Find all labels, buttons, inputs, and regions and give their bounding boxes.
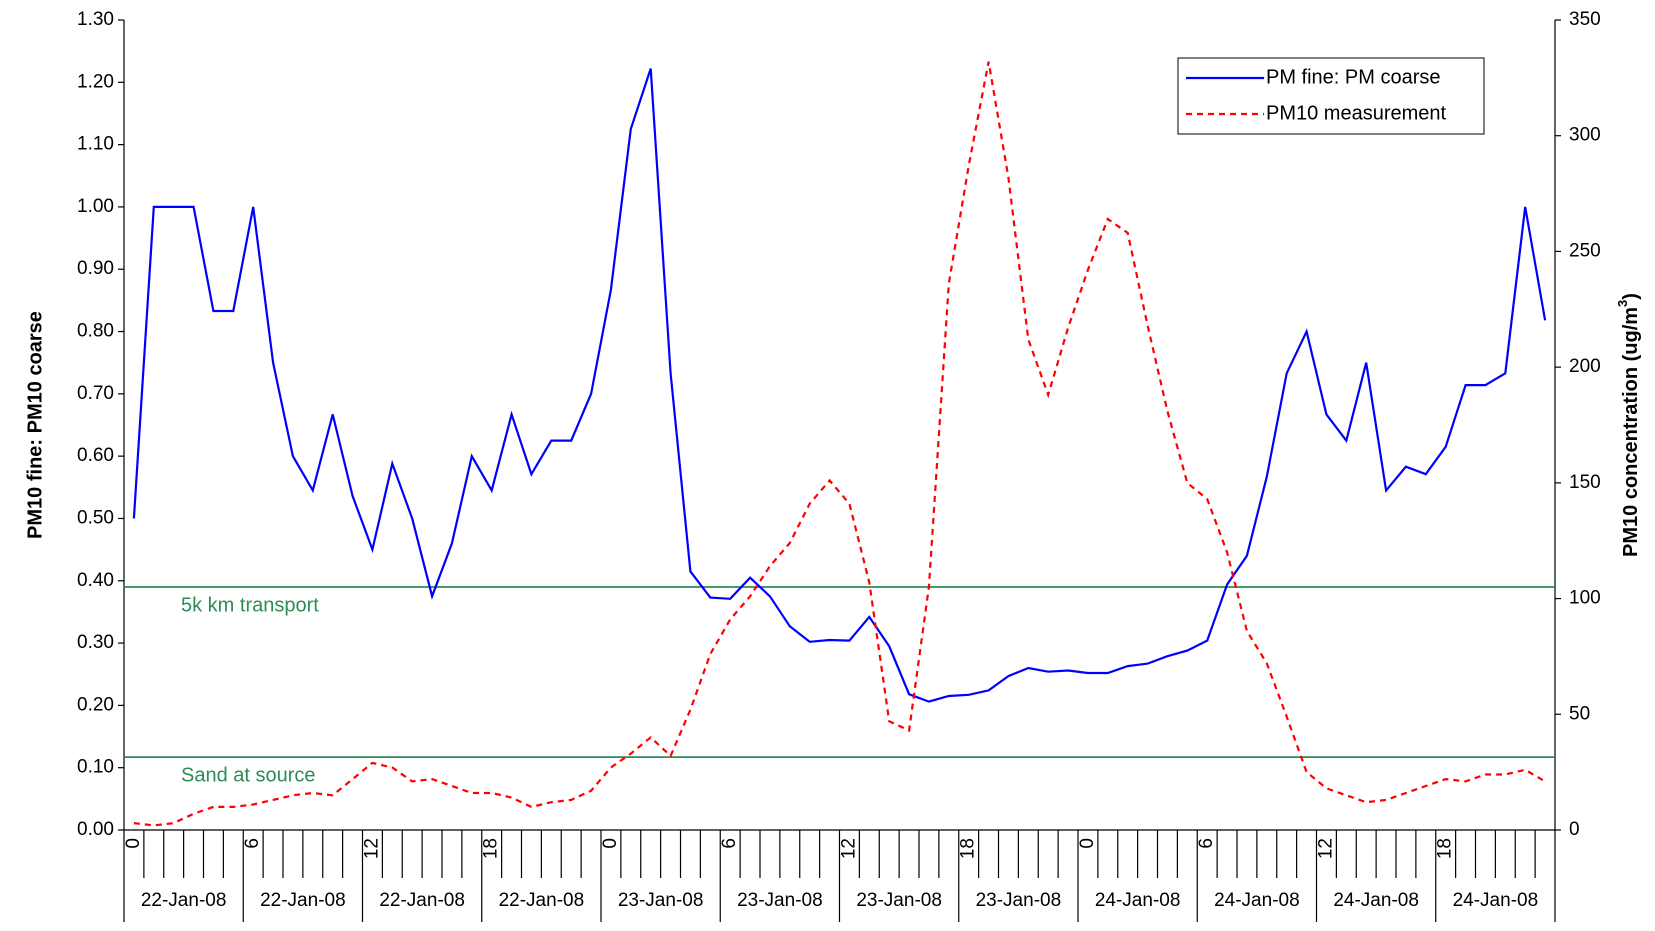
y-tick-label: 0.40 (77, 570, 114, 591)
y-tick-label: 1.30 (77, 9, 114, 30)
y-tick-label: 1.10 (77, 134, 114, 155)
y-tick-label: 0.80 (77, 321, 114, 342)
reference-label: Sand at source (181, 764, 316, 786)
x-group-label: 24-Jan-08 (1214, 890, 1300, 911)
legend-box (1177, 57, 1485, 135)
y2-tick-label: 100 (1569, 588, 1601, 609)
x-tick-label: 6 (242, 838, 263, 849)
y-tick-label: 0.90 (77, 258, 114, 279)
y2-tick-label: 250 (1569, 240, 1601, 261)
y2-label-sup: 3 (1615, 300, 1630, 307)
y2-tick-label: 350 (1569, 9, 1601, 30)
series-line (132, 68, 1547, 703)
y2-tick-label: 150 (1569, 472, 1601, 493)
y-axis-label: PM10 fine: PM10 coarse (24, 311, 46, 539)
x-group-label: 23-Jan-08 (737, 890, 823, 911)
reference-label: 5k km transport (181, 594, 319, 616)
y-tick-label: 0.50 (77, 507, 114, 528)
y-tick-label: 0.20 (77, 694, 114, 715)
x-group-label: 23-Jan-08 (618, 890, 704, 911)
x-group-label: 24-Jan-08 (1453, 890, 1539, 911)
y-tick-label: 0.00 (77, 819, 114, 840)
y-tick-label: 1.00 (77, 196, 114, 217)
x-tick-label: 6 (719, 838, 740, 849)
y2-label-text: PM10 concentration (ug/m (1620, 307, 1642, 557)
x-tick-label: 0 (600, 838, 621, 849)
y-tick-label: 0.30 (77, 632, 114, 653)
x-tick-label: 12 (838, 838, 859, 859)
x-group-label: 22-Jan-08 (379, 890, 465, 911)
y2-tick-label: 200 (1569, 356, 1601, 377)
x-group-label: 24-Jan-08 (1095, 890, 1181, 911)
series-line (133, 61, 1546, 827)
x-group-label: 23-Jan-08 (856, 890, 942, 911)
x-tick-label: 18 (1435, 838, 1456, 859)
x-tick-label: 12 (361, 838, 382, 859)
y2-tick-label: 300 (1569, 125, 1601, 146)
legend-label: PM10 measurement (1266, 102, 1447, 124)
y2-axis-label: PM10 concentration (ug/m3) (1615, 293, 1642, 557)
y-tick-label: 0.70 (77, 383, 114, 404)
y2-tick-label: 50 (1569, 703, 1590, 724)
x-group-label: 23-Jan-08 (976, 890, 1062, 911)
y-tick-label: 0.10 (77, 757, 114, 778)
x-group-label: 22-Jan-08 (141, 890, 227, 911)
x-tick-label: 18 (958, 838, 979, 859)
x-tick-label: 18 (481, 838, 502, 859)
legend-label: PM fine: PM coarse (1266, 66, 1441, 88)
y-tick-label: 1.20 (77, 71, 114, 92)
x-tick-label: 0 (123, 838, 144, 849)
x-tick-label: 6 (1196, 838, 1217, 849)
x-group-label: 22-Jan-08 (260, 890, 346, 911)
x-tick-label: 12 (1315, 838, 1336, 859)
x-tick-label: 0 (1077, 838, 1098, 849)
y-tick-label: 0.60 (77, 445, 114, 466)
y2-tick-label: 0 (1569, 819, 1580, 840)
x-group-label: 22-Jan-08 (499, 890, 585, 911)
x-group-label: 24-Jan-08 (1333, 890, 1419, 911)
y2-label-end: ) (1620, 293, 1642, 300)
